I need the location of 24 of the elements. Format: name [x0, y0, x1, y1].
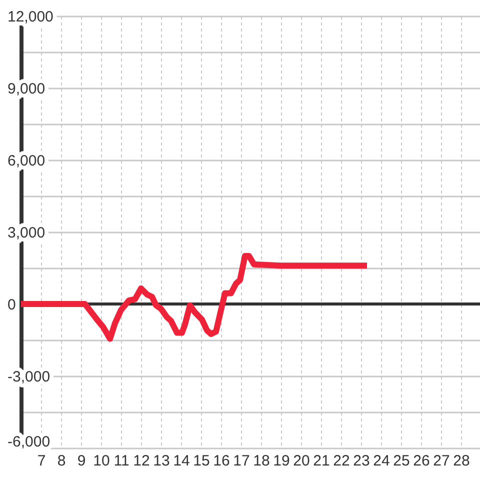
x-tick-label: 8 — [57, 452, 66, 470]
x-tick-label: 18 — [253, 452, 270, 470]
x-tick-label: 24 — [373, 452, 390, 470]
x-tick-label: 25 — [393, 452, 410, 470]
y-tick-label: 12,000 — [8, 8, 54, 26]
x-tick-label: 14 — [173, 452, 190, 470]
x-tick-label: 23 — [353, 452, 370, 470]
x-tick-label: 21 — [313, 452, 330, 470]
y-tick-label: 0 — [8, 296, 16, 314]
x-tick-label: 12 — [133, 452, 150, 470]
x-tick-label: 22 — [333, 452, 350, 470]
x-tick-label: 13 — [153, 452, 170, 470]
x-tick-label: 19 — [273, 452, 290, 470]
x-tick-label: 11 — [114, 452, 130, 470]
x-tick-label: 10 — [93, 452, 110, 470]
x-tick-label: 17 — [233, 452, 250, 470]
x-tick-label: 16 — [213, 452, 230, 470]
x-tick-label: 15 — [193, 452, 210, 470]
x-tick-label: 7 — [37, 452, 46, 470]
x-tick-label: 9 — [77, 452, 86, 470]
x-tick-label: 26 — [413, 452, 430, 470]
x-tick-label: 28 — [453, 452, 470, 470]
x-tick-label: 27 — [433, 452, 450, 470]
x-tick-label: 20 — [293, 452, 310, 470]
